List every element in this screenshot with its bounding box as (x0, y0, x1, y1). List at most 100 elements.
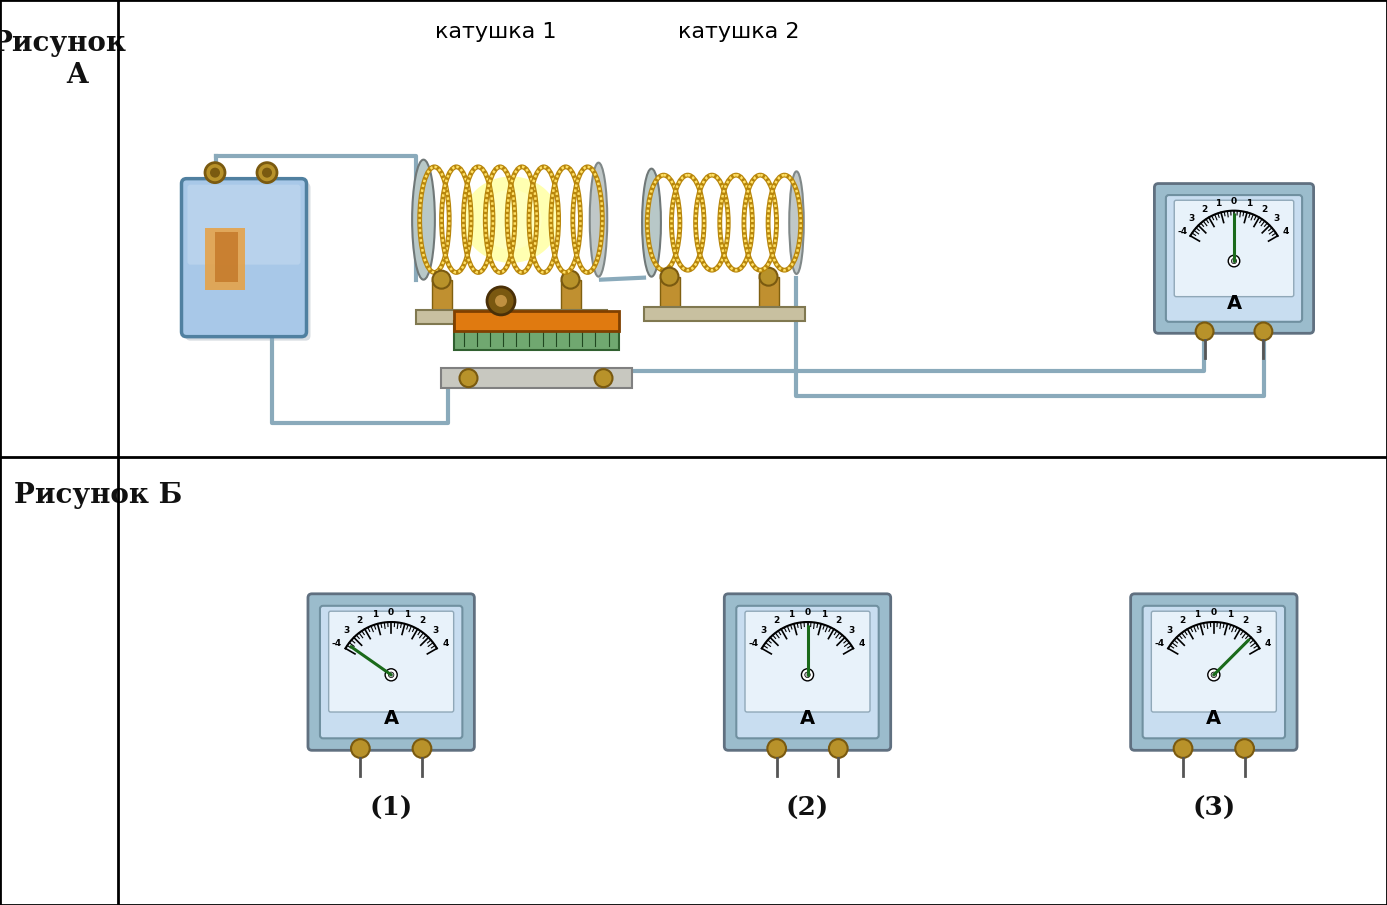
Ellipse shape (480, 190, 542, 250)
Circle shape (1229, 255, 1240, 267)
Text: -4: -4 (1178, 226, 1187, 235)
Circle shape (388, 672, 394, 678)
FancyBboxPatch shape (745, 611, 870, 712)
Circle shape (1196, 322, 1214, 340)
Text: 0: 0 (804, 607, 810, 616)
FancyBboxPatch shape (186, 183, 311, 340)
Text: 1: 1 (1227, 610, 1233, 619)
Text: 2: 2 (1241, 616, 1248, 625)
Bar (659, 277, 680, 307)
Text: А: А (1207, 710, 1222, 729)
Text: 3: 3 (760, 626, 766, 635)
FancyBboxPatch shape (1175, 200, 1294, 297)
Text: 0: 0 (1230, 196, 1237, 205)
FancyBboxPatch shape (308, 594, 474, 750)
Text: 2: 2 (773, 616, 779, 625)
Text: А: А (800, 710, 816, 729)
Text: 2: 2 (356, 616, 363, 625)
Circle shape (386, 669, 397, 681)
Bar (416, 310, 606, 324)
Ellipse shape (463, 176, 559, 262)
Text: Рисунок Б: Рисунок Б (14, 481, 182, 509)
Text: -4: -4 (331, 639, 343, 648)
Bar (560, 280, 581, 310)
FancyBboxPatch shape (736, 605, 879, 738)
FancyBboxPatch shape (187, 185, 301, 264)
Text: 3: 3 (1189, 214, 1194, 224)
Circle shape (760, 268, 778, 286)
FancyBboxPatch shape (1130, 594, 1297, 750)
FancyBboxPatch shape (1151, 611, 1276, 712)
Text: 0: 0 (388, 607, 394, 616)
Ellipse shape (642, 168, 662, 277)
Text: А: А (1226, 293, 1241, 312)
Text: (3): (3) (1193, 795, 1236, 821)
Circle shape (660, 268, 678, 286)
Circle shape (487, 287, 515, 315)
Bar (644, 307, 804, 320)
Text: А: А (384, 710, 398, 729)
Text: 1: 1 (1194, 610, 1201, 619)
Circle shape (804, 672, 810, 678)
Text: 4: 4 (1265, 639, 1272, 648)
Text: 1: 1 (788, 610, 795, 619)
Circle shape (562, 271, 580, 289)
Ellipse shape (412, 159, 436, 280)
Text: (2): (2) (786, 795, 829, 821)
Bar (215, 232, 237, 282)
FancyBboxPatch shape (1154, 184, 1313, 333)
Circle shape (412, 739, 431, 757)
Circle shape (459, 369, 477, 387)
Text: 1: 1 (1247, 199, 1252, 208)
Ellipse shape (589, 163, 608, 277)
Text: 3: 3 (1255, 626, 1261, 635)
Bar (431, 280, 452, 310)
Text: 2: 2 (419, 616, 426, 625)
Circle shape (1173, 739, 1193, 757)
FancyBboxPatch shape (1143, 605, 1284, 738)
Circle shape (1211, 672, 1216, 678)
Text: 1: 1 (821, 610, 827, 619)
Circle shape (802, 669, 814, 681)
Text: 3: 3 (433, 626, 438, 635)
Bar (441, 368, 631, 388)
Circle shape (829, 739, 847, 757)
Text: 4: 4 (442, 639, 448, 648)
FancyBboxPatch shape (320, 605, 462, 738)
Circle shape (257, 163, 277, 183)
Circle shape (1236, 739, 1254, 757)
Text: 0: 0 (1211, 607, 1216, 616)
Text: -4: -4 (748, 639, 759, 648)
FancyBboxPatch shape (1166, 195, 1302, 322)
Bar (454, 321, 619, 350)
Text: 1: 1 (404, 610, 411, 619)
Text: катушка 2: катушка 2 (678, 22, 800, 42)
Circle shape (1254, 322, 1272, 340)
Circle shape (351, 739, 370, 757)
Text: 4: 4 (1283, 226, 1289, 235)
Circle shape (209, 167, 221, 177)
Circle shape (595, 369, 613, 387)
Circle shape (433, 271, 451, 289)
Circle shape (262, 167, 272, 177)
Bar (204, 228, 244, 291)
Text: 3: 3 (849, 626, 854, 635)
Text: (1): (1) (369, 795, 413, 821)
Circle shape (767, 739, 786, 757)
Text: Рисунок
    А: Рисунок А (0, 30, 126, 89)
Text: 3: 3 (344, 626, 350, 635)
Text: 3: 3 (1166, 626, 1172, 635)
Text: 1: 1 (372, 610, 379, 619)
Text: -4: -4 (1154, 639, 1165, 648)
Text: 2: 2 (836, 616, 842, 625)
Circle shape (205, 163, 225, 183)
Bar (454, 311, 619, 331)
Text: катушка 1: катушка 1 (436, 22, 556, 42)
FancyBboxPatch shape (724, 594, 890, 750)
Bar (759, 277, 778, 307)
Circle shape (495, 295, 508, 307)
FancyBboxPatch shape (182, 178, 307, 337)
Text: 1: 1 (1215, 199, 1222, 208)
Text: 2: 2 (1179, 616, 1186, 625)
Text: 4: 4 (859, 639, 865, 648)
